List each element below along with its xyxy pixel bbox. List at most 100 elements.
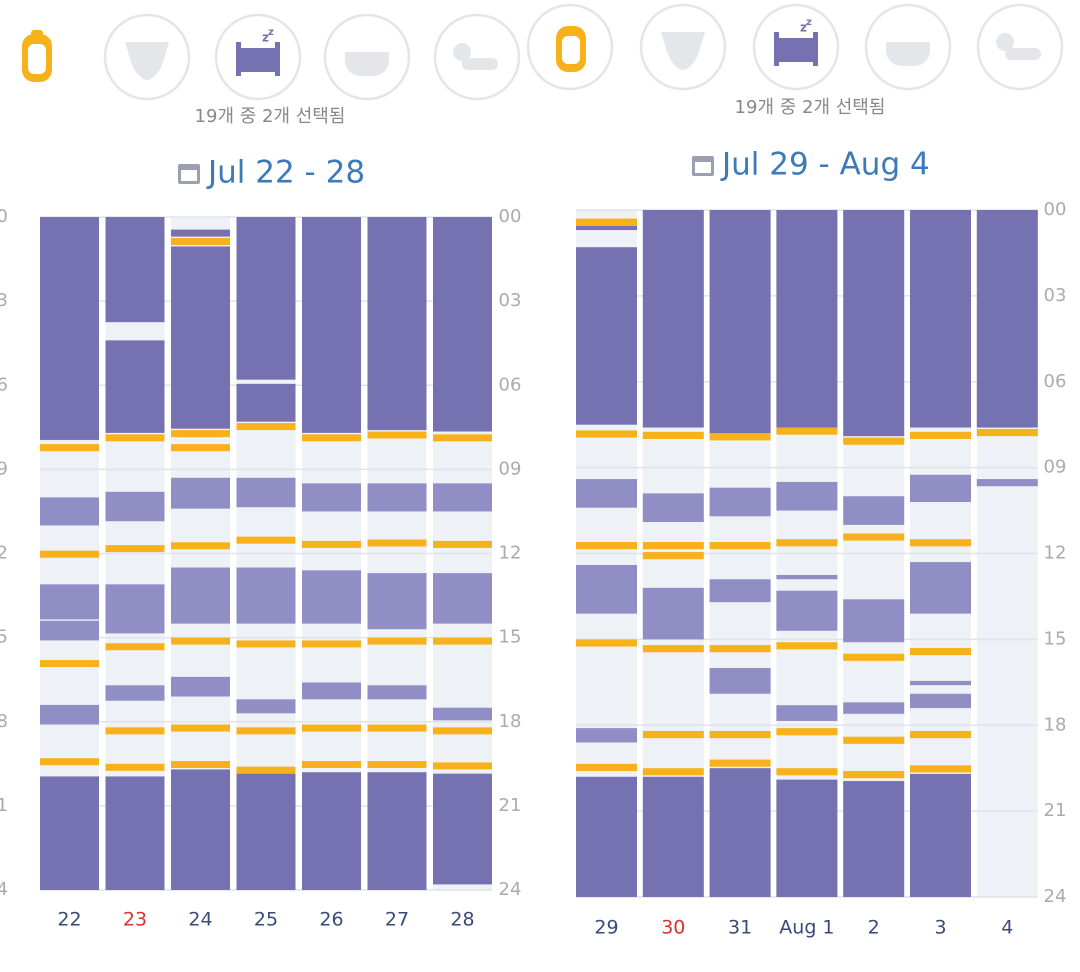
feed-segment	[367, 431, 427, 439]
nap-segment	[709, 668, 771, 694]
day-label: 22	[57, 909, 81, 931]
nap-segment	[843, 599, 905, 643]
y-tick-label: 15	[0, 627, 8, 648]
nap-segment	[302, 682, 361, 700]
tummy-icon[interactable]	[433, 13, 521, 101]
calendar-icon	[692, 156, 714, 176]
feed-segment	[171, 637, 230, 645]
nap-segment	[171, 567, 230, 624]
feed-segment	[302, 540, 361, 548]
nap-segment	[576, 728, 637, 743]
sleep-segment	[236, 383, 296, 422]
feed-segment	[433, 762, 492, 770]
y-tick-label: 15	[1044, 628, 1067, 649]
sleep-segment	[976, 210, 1038, 428]
feed-segment	[302, 640, 361, 648]
feed-icon[interactable]	[22, 30, 52, 82]
y-tick-label: 15	[499, 627, 522, 648]
feed-segment	[367, 761, 427, 769]
nap-segment	[433, 483, 492, 512]
feed-glyph	[556, 26, 586, 72]
y-tick-label: 00	[499, 206, 522, 227]
sleep-segment	[171, 769, 230, 890]
y-tick-label: 03	[499, 290, 522, 311]
nap-segment	[843, 496, 905, 525]
day-label: 28	[450, 909, 474, 931]
nap-segment	[776, 481, 838, 511]
feed-segment	[171, 238, 230, 246]
y-tick-label: 21	[1044, 800, 1067, 821]
nap-segment	[236, 699, 296, 714]
nap-segment	[433, 573, 492, 624]
selection-count: 19개 중 2개 선택됨	[735, 97, 886, 118]
feed-segment	[40, 660, 99, 668]
sleep-segment	[910, 773, 971, 897]
day-label: 4	[1001, 917, 1013, 939]
svg-text:z: z	[800, 21, 807, 35]
sleep-segment	[433, 217, 492, 432]
plot	[576, 209, 1038, 898]
y-tick-label: 00	[1044, 199, 1067, 220]
y-tick-label: 06	[0, 374, 8, 395]
y-tick-label: 00	[0, 206, 8, 227]
nap-segment	[367, 483, 427, 512]
sleep-segment	[433, 773, 492, 885]
nap-segment	[576, 479, 637, 508]
feed-segment	[171, 542, 230, 550]
feed-segment	[236, 727, 296, 735]
nap-segment	[105, 685, 165, 701]
sleep-segment	[776, 779, 838, 897]
y-tick-label: 21	[499, 795, 522, 816]
y-tick-label: 12	[0, 543, 8, 564]
day-label: 29	[594, 917, 618, 939]
sleep-segment	[236, 773, 296, 890]
sleep-segment	[105, 217, 165, 323]
day-label: 25	[254, 909, 278, 931]
feed-segment	[976, 428, 1038, 437]
sleep-segment	[105, 776, 165, 890]
date-range: Jul 22 - 28	[206, 155, 365, 191]
sleep-segment	[776, 210, 838, 428]
nap-segment	[843, 702, 905, 714]
feed-segment	[171, 430, 230, 438]
tummy-icon[interactable]	[976, 3, 1064, 91]
nap-segment	[40, 497, 99, 526]
y-tick-label: 18	[0, 711, 8, 732]
nap-segment	[776, 705, 838, 721]
y-tick-label: 12	[1044, 543, 1067, 564]
feed-segment	[105, 763, 165, 771]
feed-segment	[843, 736, 905, 744]
feed-segment	[776, 427, 838, 435]
calendar-icon	[178, 164, 200, 184]
nap-segment	[236, 477, 296, 508]
feed-segment	[302, 724, 361, 732]
feed-segment	[709, 730, 771, 739]
nap-segment	[976, 479, 1038, 487]
nap-segment	[171, 477, 230, 509]
y-tick-label: 09	[1044, 457, 1067, 478]
feed-segment	[105, 727, 165, 735]
nap-segment	[40, 620, 99, 641]
nap-segment	[302, 483, 361, 512]
feed-segment	[236, 766, 296, 774]
feed-segment	[843, 771, 905, 779]
feed-segment	[642, 768, 704, 776]
bath-glyph	[345, 52, 389, 76]
feed-segment	[576, 639, 637, 647]
svg-text:z: z	[262, 31, 269, 45]
day-label: 27	[385, 909, 409, 931]
feed-segment	[776, 768, 838, 776]
nap-segment	[642, 587, 704, 640]
nap-segment	[910, 562, 971, 614]
day-label: 26	[319, 909, 343, 931]
y-tick-label: 24	[499, 879, 522, 900]
nap-segment	[433, 707, 492, 721]
sleep-segment	[302, 772, 361, 890]
feed-segment	[40, 758, 99, 766]
day-label: 3	[934, 917, 946, 939]
y-tick-label: 24	[1044, 886, 1067, 907]
